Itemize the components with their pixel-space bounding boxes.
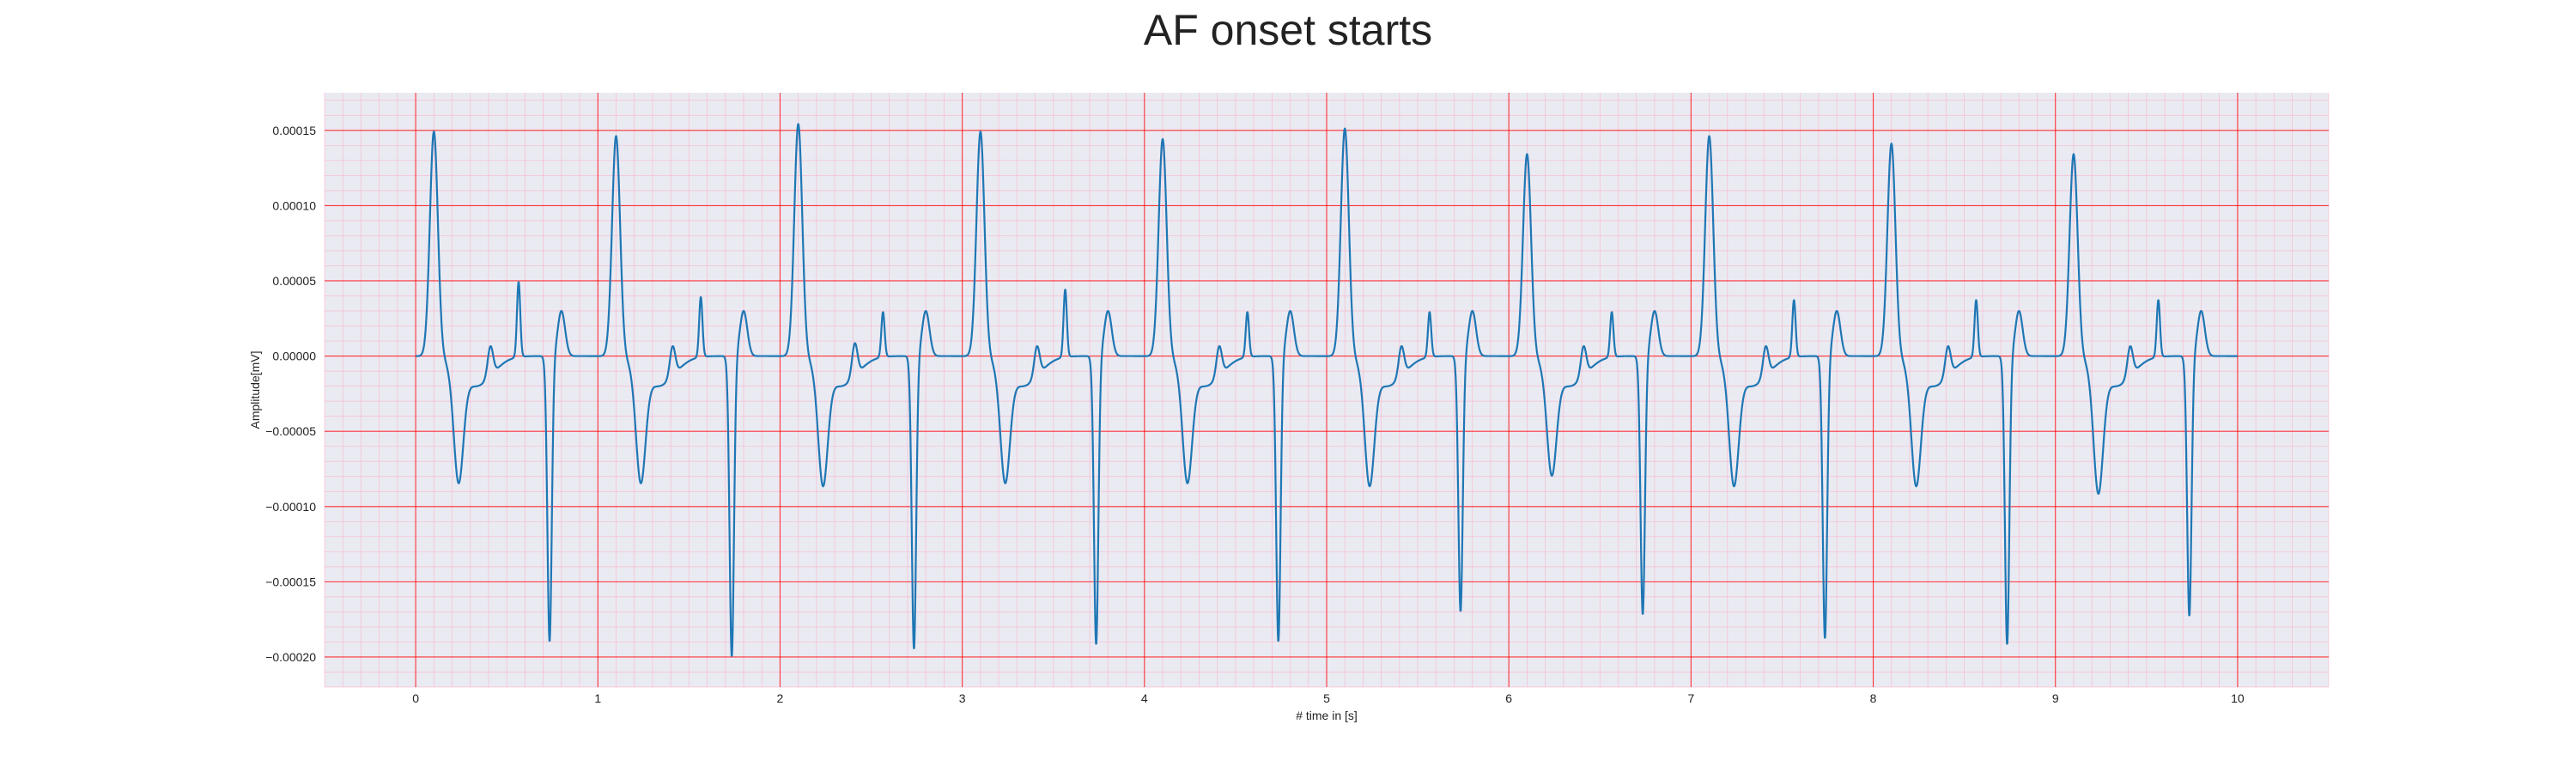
y-tick-label: −0.00015 xyxy=(265,575,316,588)
y-axis-label: Amplitude[mV] xyxy=(248,350,262,429)
x-tick-label: 5 xyxy=(1323,691,1330,705)
x-tick-label: 6 xyxy=(1505,691,1512,705)
x-tick-label: 9 xyxy=(2052,691,2059,705)
x-tick-label: 2 xyxy=(777,691,784,705)
chart-title: AF onset starts xyxy=(1144,6,1432,54)
y-tick-label: 0.00015 xyxy=(272,124,316,137)
y-tick-label: 0.00010 xyxy=(272,198,316,212)
x-axis-ticks: 0 1 2 3 4 5 6 7 8 9 10 xyxy=(412,691,2245,705)
x-tick-label: 3 xyxy=(959,691,966,705)
x-tick-label: 0 xyxy=(412,691,419,705)
ecg-trace-group xyxy=(415,123,2239,657)
ecg-series-line xyxy=(415,123,2239,657)
y-tick-label: −0.00010 xyxy=(265,500,316,514)
x-tick-label: 4 xyxy=(1141,691,1148,705)
y-tick-label: 0.00005 xyxy=(272,274,316,288)
y-axis-ticks: 0.00015 0.00010 0.00005 0.00000 −0.00005 −0.0… xyxy=(265,124,316,664)
y-tick-label: −0.00005 xyxy=(265,424,316,438)
x-tick-label: 10 xyxy=(2231,691,2245,705)
x-tick-label: 7 xyxy=(1687,691,1694,705)
y-tick-label: 0.00000 xyxy=(272,350,316,363)
x-axis-label: # time in [s] xyxy=(1296,709,1358,722)
y-tick-label: −0.00020 xyxy=(265,650,316,664)
x-tick-label: 1 xyxy=(594,691,601,705)
x-tick-label: 8 xyxy=(1870,691,1877,705)
